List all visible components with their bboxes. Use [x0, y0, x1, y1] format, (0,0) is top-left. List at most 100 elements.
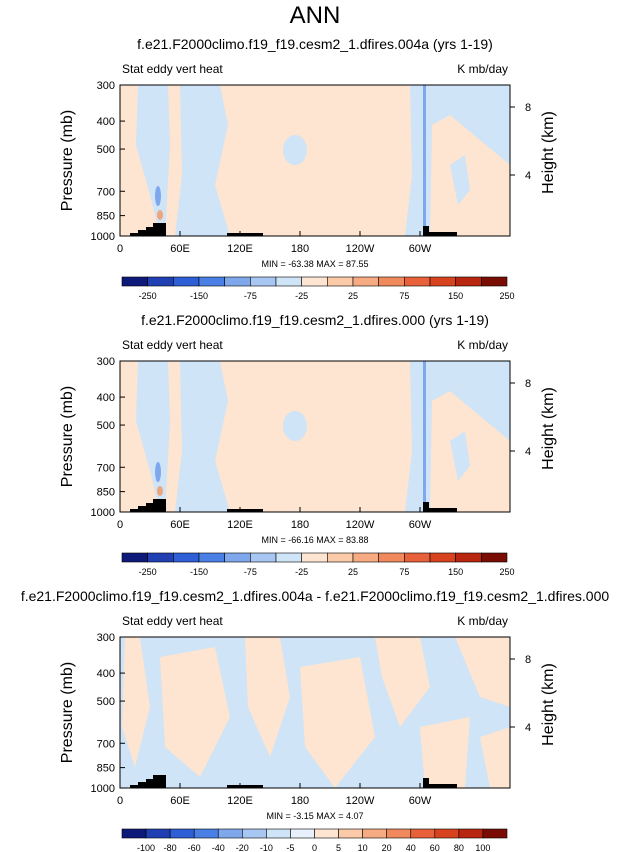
colorbar-swatch — [481, 276, 508, 287]
topography-bar — [227, 233, 263, 236]
colorbar-swatch — [145, 828, 171, 839]
topography-bar — [153, 223, 166, 236]
colorbar-label: 20 — [382, 843, 392, 852]
colorbar-label: 25 — [348, 567, 358, 577]
negative-region — [450, 155, 470, 205]
left-label: Stat eddy vert heat — [122, 614, 223, 628]
colorbar-label: -10 — [260, 843, 273, 852]
colorbar-swatch — [481, 552, 508, 563]
colorbar-swatch — [362, 828, 387, 839]
topography-bar — [227, 785, 263, 788]
colorbar-swatch — [169, 828, 195, 839]
x-tick-label: 180 — [291, 519, 309, 531]
x-tick-label: 0 — [117, 519, 123, 531]
topography-bar — [146, 503, 154, 512]
x-tick-label: 60W — [409, 519, 432, 531]
y-axis-title: Pressure (mb) — [59, 662, 76, 763]
x-tick-label: 180 — [291, 795, 309, 807]
y-right-axis-title: Height (km) — [540, 663, 557, 746]
x-tick-label: 0 — [117, 243, 123, 255]
colorbar-label: -20 — [236, 843, 249, 852]
x-tick-label: 60W — [409, 243, 432, 255]
topography-bar — [130, 509, 138, 512]
plot-frame — [119, 636, 511, 789]
topography-bar — [423, 778, 429, 788]
colorbar-swatch — [482, 828, 508, 839]
colorbar-swatch — [266, 828, 291, 839]
topography-bar — [429, 232, 457, 236]
topography-bar — [146, 779, 154, 788]
colorbar-swatch — [338, 828, 363, 839]
colorbar-label: -150 — [190, 567, 208, 577]
positive-region — [300, 657, 375, 788]
colorbar-swatch — [434, 828, 460, 839]
positive-region — [455, 637, 510, 707]
positive-region — [165, 85, 182, 236]
topography-bar — [227, 509, 263, 512]
colorbar-label: 25 — [348, 291, 358, 301]
colorbar-label: -25 — [295, 291, 308, 301]
y-tick-label: 700 — [97, 462, 115, 474]
positive-region — [160, 647, 230, 777]
y-tick-label: 1000 — [91, 231, 115, 243]
y-tick-label: 1000 — [91, 783, 115, 795]
y-right-tick-label: 4 — [525, 170, 531, 182]
colorbar-label: -75 — [244, 567, 257, 577]
plot-frame — [119, 360, 511, 513]
y-right-axis-title: Height (km) — [540, 111, 557, 194]
colorbar-swatch — [410, 828, 436, 839]
colorbar-label: -250 — [139, 291, 157, 301]
colorbar-swatch — [458, 828, 484, 839]
min-max-stats: MIN = -63.38 MAX = 87.55 — [261, 259, 368, 269]
negative-region — [283, 135, 307, 165]
colorbar-label: 150 — [448, 291, 463, 301]
units-label: K mb/day — [457, 614, 508, 628]
topography-bar — [429, 508, 457, 512]
y-tick-label: 850 — [97, 211, 115, 223]
colorbar-swatch — [121, 828, 147, 839]
positive-region — [120, 361, 160, 512]
negative-region — [450, 431, 470, 481]
colorbar-label: -60 — [188, 843, 201, 852]
negative-core — [155, 186, 161, 206]
colorbar-label: -250 — [139, 567, 157, 577]
topography-bar — [146, 227, 154, 236]
y-right-tick-label: 4 — [525, 446, 531, 458]
colorbar-label: 75 — [399, 567, 409, 577]
x-tick-label: 180 — [291, 243, 309, 255]
colorbar-label: 75 — [399, 291, 409, 301]
y-tick-label: 300 — [97, 80, 115, 92]
left-label: Stat eddy vert heat — [122, 62, 223, 76]
x-tick-label: 60E — [170, 243, 190, 255]
topography-bar — [130, 785, 138, 788]
colorbar-swatch — [242, 828, 267, 839]
colorbar-swatch — [386, 828, 412, 839]
y-tick-label: 850 — [97, 487, 115, 499]
topography-bar — [130, 233, 138, 236]
y-tick-label: 300 — [97, 356, 115, 368]
positive-region — [480, 727, 510, 788]
positive-region — [375, 637, 430, 727]
negative-core — [423, 85, 426, 236]
colorbar-label: -40 — [212, 843, 225, 852]
negative-region — [283, 411, 307, 441]
colorbar-swatch — [217, 828, 243, 839]
y-axis-title: Pressure (mb) — [59, 110, 76, 211]
x-tick-label: 0 — [117, 795, 123, 807]
colorbar-label: 80 — [454, 843, 464, 852]
colorbar-label: 40 — [406, 843, 416, 852]
x-tick-label: 60W — [409, 795, 432, 807]
y-tick-label: 700 — [97, 186, 115, 198]
colorbar-label: 60 — [430, 843, 440, 852]
colorbar-swatch — [314, 828, 339, 839]
topography-bar — [423, 226, 429, 236]
colorbar-label: -25 — [295, 567, 308, 577]
panel-1-plot: Stat eddy vert heat K mb/day 300 400 500 700 8… — [59, 62, 557, 301]
positive-region — [215, 361, 412, 512]
colorbar-swatch — [193, 828, 219, 839]
y-tick-label: 1000 — [91, 507, 115, 519]
x-tick-label: 120E — [227, 795, 253, 807]
negative-core — [155, 462, 161, 482]
positive-core — [157, 486, 163, 496]
colorbar-label: -150 — [190, 291, 208, 301]
